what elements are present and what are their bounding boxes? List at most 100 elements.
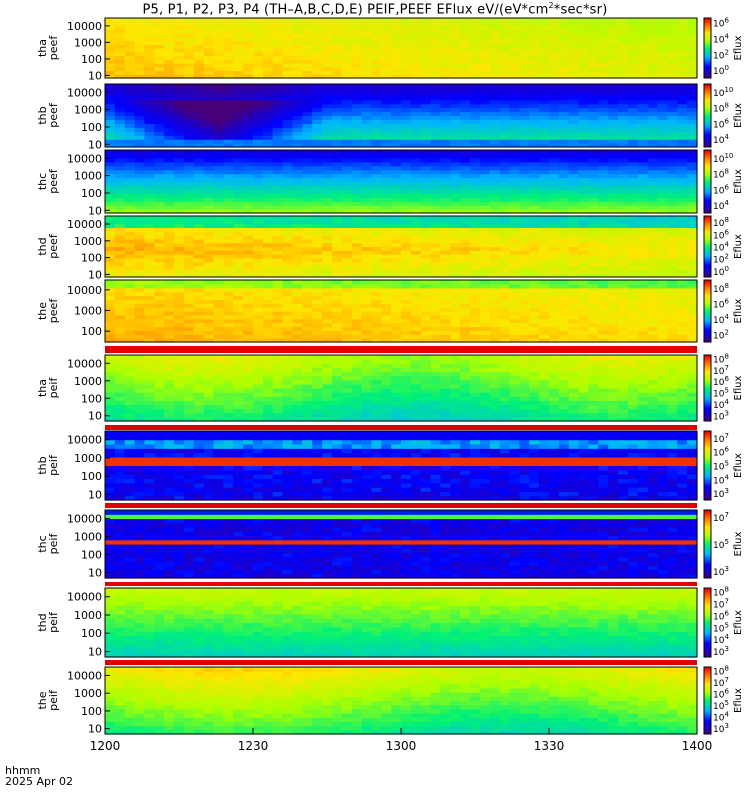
heatmap-cell bbox=[637, 127, 649, 132]
colorbar-step bbox=[704, 139, 711, 142]
heatmap-cell bbox=[657, 181, 668, 187]
heatmap-cell bbox=[578, 201, 590, 206]
heatmap-cell bbox=[243, 257, 254, 263]
heatmap-cell bbox=[578, 139, 590, 144]
y-tick-label: 10 bbox=[88, 204, 102, 217]
heatmap-cell bbox=[598, 70, 609, 75]
heatmap-cell bbox=[105, 205, 116, 210]
heatmap-cell bbox=[667, 209, 678, 214]
heatmap-cell bbox=[312, 115, 323, 121]
heatmap-cell bbox=[539, 165, 550, 171]
heatmap-cell bbox=[243, 265, 254, 270]
heatmap-cell bbox=[174, 143, 185, 148]
heatmap-cell bbox=[371, 307, 382, 312]
heatmap-cell bbox=[154, 173, 165, 179]
heatmap-cell bbox=[381, 283, 392, 289]
heatmap-cell bbox=[667, 334, 678, 339]
heatmap-cell bbox=[499, 115, 511, 121]
heatmap-cell bbox=[558, 70, 570, 75]
heatmap-cell bbox=[154, 250, 165, 255]
heatmap-cell bbox=[114, 238, 126, 244]
heatmap-cell bbox=[302, 48, 313, 53]
colorbar-step bbox=[704, 198, 711, 201]
heatmap-cell bbox=[598, 87, 609, 93]
heatmap-cell bbox=[588, 25, 599, 30]
heatmap-cell bbox=[479, 326, 491, 331]
heatmap-cell bbox=[183, 322, 195, 328]
heatmap-cell bbox=[539, 242, 550, 248]
heatmap-cell bbox=[637, 36, 649, 42]
heatmap-cell bbox=[509, 153, 520, 159]
heatmap-cell bbox=[578, 123, 590, 128]
heatmap-cell bbox=[124, 103, 136, 109]
heatmap-cell bbox=[371, 273, 382, 278]
heatmap-cell bbox=[519, 95, 530, 101]
heatmap-cell bbox=[627, 40, 639, 45]
heatmap-cell bbox=[647, 223, 659, 229]
heatmap-cell bbox=[667, 153, 678, 159]
heatmap-cell bbox=[637, 74, 649, 79]
heatmap-cell bbox=[608, 261, 619, 267]
heatmap-cell bbox=[578, 227, 590, 232]
heatmap-cell bbox=[568, 311, 580, 316]
heatmap-cell bbox=[193, 189, 205, 194]
heatmap-cell bbox=[568, 95, 580, 101]
colorbar-step bbox=[704, 261, 711, 264]
heatmap-cell bbox=[627, 59, 639, 64]
heatmap-cell bbox=[401, 55, 412, 60]
heatmap-cell bbox=[598, 59, 609, 64]
heatmap-cell bbox=[262, 299, 274, 304]
heatmap-cell bbox=[529, 219, 540, 225]
heatmap-cell bbox=[262, 119, 274, 124]
heatmap-cell bbox=[331, 330, 343, 335]
heatmap-cell bbox=[223, 338, 234, 343]
heatmap-cell bbox=[460, 177, 471, 183]
heatmap-cell bbox=[302, 44, 313, 49]
heatmap-cell bbox=[627, 291, 639, 297]
heatmap-cell bbox=[647, 70, 659, 75]
heatmap-cell bbox=[479, 238, 491, 244]
heatmap-cell bbox=[440, 25, 451, 30]
heatmap-cell bbox=[558, 161, 570, 167]
heatmap-cell bbox=[558, 197, 570, 202]
heatmap-cell bbox=[588, 295, 599, 300]
heatmap-cell bbox=[144, 318, 155, 324]
heatmap-cell bbox=[401, 153, 412, 159]
heatmap-cell bbox=[351, 111, 363, 117]
heatmap-cell bbox=[381, 287, 392, 293]
heatmap-cell bbox=[282, 91, 294, 97]
heatmap-cell bbox=[410, 261, 422, 267]
heatmap-cell bbox=[262, 99, 274, 105]
heatmap-cell bbox=[193, 91, 205, 97]
heatmap-cell bbox=[292, 273, 303, 278]
heatmap-cell bbox=[460, 283, 471, 289]
panel-y-label: peef bbox=[47, 168, 60, 194]
heatmap-cell bbox=[391, 103, 402, 109]
heatmap-cell bbox=[568, 265, 580, 270]
heatmap-cell bbox=[164, 66, 175, 72]
heatmap-cell bbox=[193, 311, 205, 316]
heatmap-cell bbox=[341, 131, 353, 136]
colorbar-step bbox=[704, 270, 711, 273]
heatmap-cell bbox=[509, 291, 520, 297]
heatmap-cell bbox=[322, 63, 333, 68]
heatmap-cell bbox=[124, 216, 136, 221]
heatmap-cell bbox=[677, 33, 688, 38]
heatmap-cell bbox=[114, 103, 126, 109]
heatmap-cell bbox=[410, 99, 422, 105]
heatmap-cell bbox=[401, 70, 412, 75]
heatmap-cell bbox=[341, 21, 353, 27]
heatmap-cell bbox=[134, 287, 146, 293]
heatmap-cell bbox=[578, 334, 590, 339]
heatmap-cell bbox=[578, 55, 590, 60]
heatmap-cell bbox=[618, 161, 629, 167]
heatmap-cell bbox=[105, 36, 116, 42]
heatmap-cell bbox=[618, 119, 629, 124]
heatmap-cell bbox=[558, 280, 570, 285]
heatmap-cell bbox=[124, 70, 136, 75]
heatmap-cell bbox=[223, 139, 234, 144]
heatmap-cell bbox=[410, 216, 422, 221]
heatmap-cell bbox=[470, 265, 481, 270]
heatmap-cell bbox=[174, 173, 185, 179]
heatmap-cell bbox=[174, 103, 185, 109]
